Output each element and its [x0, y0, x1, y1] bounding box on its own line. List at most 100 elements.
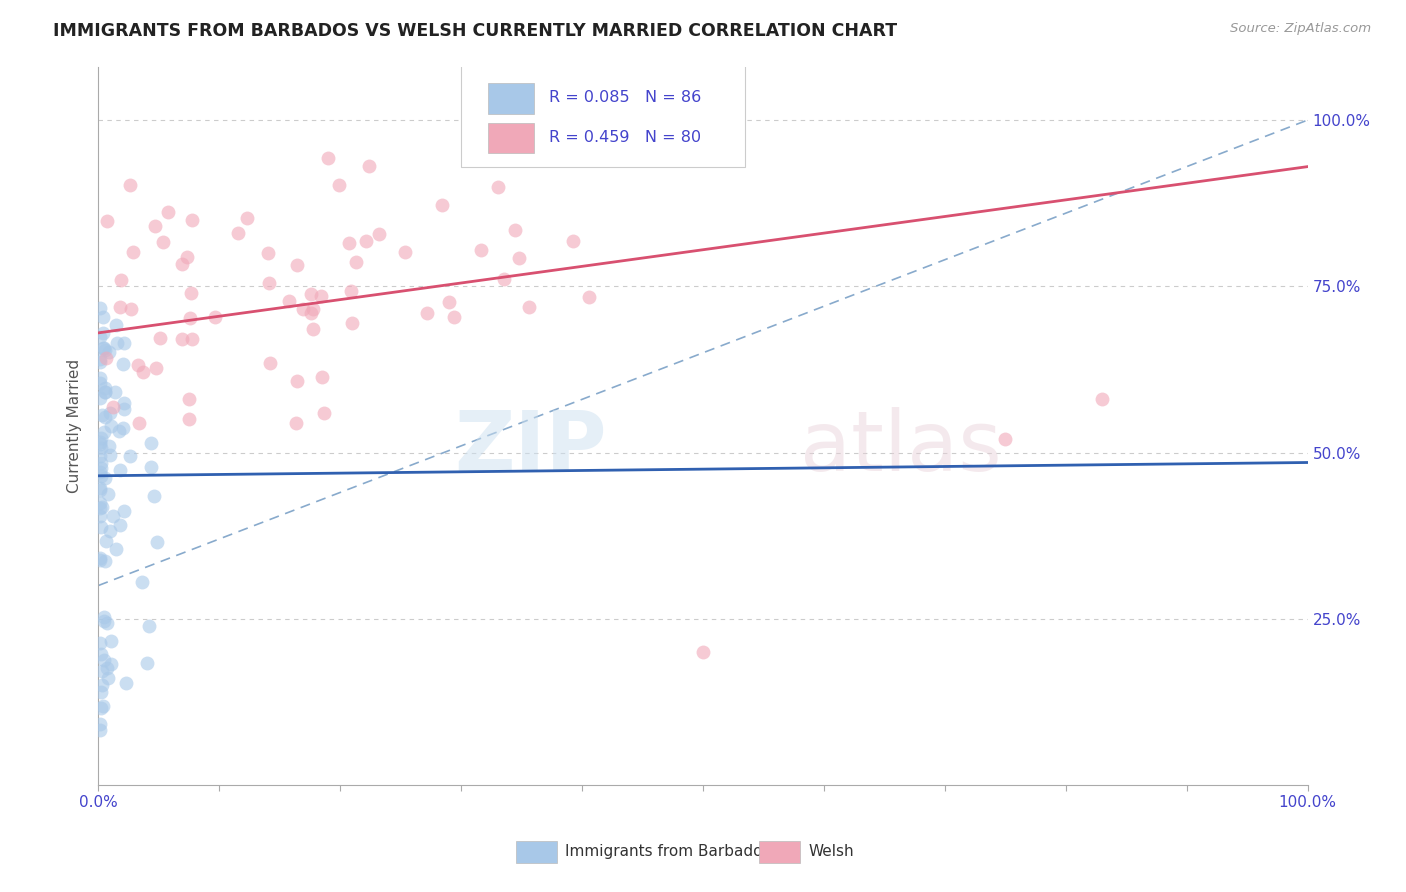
Point [136, 656, 159, 670]
Point [170, 333, 193, 347]
Point [98, 449, 121, 463]
Point [89, 391, 111, 405]
Point [692, 645, 714, 659]
Point [91, 326, 114, 341]
Point [89, 376, 111, 390]
FancyBboxPatch shape [516, 841, 557, 863]
Point [180, 332, 202, 346]
Point [145, 361, 167, 376]
Text: ZIP: ZIP [454, 407, 606, 488]
Point [94, 410, 117, 425]
Point [89, 509, 111, 524]
Point [443, 310, 465, 324]
Point [90, 469, 112, 483]
Point [104, 384, 127, 399]
Point [89, 355, 111, 369]
Point [257, 246, 280, 260]
Point [89, 550, 111, 565]
Point [170, 257, 193, 271]
Point [285, 374, 308, 388]
Point [562, 234, 585, 248]
Point [105, 541, 128, 556]
Point [180, 285, 202, 300]
Point [114, 336, 136, 351]
Point [90, 685, 112, 699]
Point [93, 610, 115, 624]
Point [89, 553, 111, 567]
Point [90, 461, 112, 475]
Point [90, 677, 112, 691]
Point [437, 295, 460, 310]
Point [517, 300, 540, 314]
Text: Welsh: Welsh [808, 844, 853, 859]
Point [108, 518, 131, 533]
Point [94, 385, 117, 400]
Point [299, 286, 322, 301]
Text: Immigrants from Barbados: Immigrants from Barbados [565, 844, 770, 859]
Text: R = 0.459   N = 80: R = 0.459 N = 80 [550, 129, 702, 145]
Point [89, 717, 111, 731]
Point [994, 432, 1017, 446]
Point [97, 487, 120, 501]
Point [143, 219, 166, 233]
Point [122, 244, 145, 259]
Point [578, 290, 600, 304]
Point [98, 524, 121, 538]
Point [111, 357, 134, 371]
Point [112, 396, 135, 410]
Point [309, 289, 332, 303]
Point [89, 449, 111, 463]
Point [314, 406, 336, 420]
Point [299, 306, 322, 320]
Point [112, 402, 135, 417]
Point [115, 676, 138, 690]
Point [367, 227, 389, 242]
Point [204, 310, 226, 324]
Point [139, 459, 162, 474]
Point [100, 657, 122, 672]
Point [316, 151, 339, 165]
Point [354, 234, 377, 248]
Point [90, 408, 112, 422]
Point [179, 311, 201, 326]
Point [127, 358, 149, 372]
Point [98, 345, 121, 359]
Point [494, 272, 516, 286]
Point [470, 243, 492, 257]
Point [110, 273, 132, 287]
Point [340, 284, 363, 298]
Point [94, 385, 117, 400]
Point [89, 330, 111, 344]
Point [328, 178, 350, 193]
Point [89, 496, 111, 510]
Point [301, 322, 323, 336]
Point [90, 500, 112, 514]
Point [91, 310, 114, 324]
Point [103, 401, 125, 415]
FancyBboxPatch shape [488, 84, 534, 113]
Point [94, 343, 117, 358]
Point [176, 250, 198, 264]
Point [90, 520, 112, 534]
Point [145, 534, 167, 549]
Point [94, 351, 117, 366]
Point [339, 235, 361, 250]
Y-axis label: Currently Married: Currently Married [67, 359, 83, 493]
Point [104, 318, 127, 332]
Point [120, 301, 142, 316]
Point [90, 431, 112, 445]
Point [311, 370, 333, 384]
Point [152, 235, 174, 249]
Text: R = 0.085   N = 86: R = 0.085 N = 86 [550, 90, 702, 105]
Point [94, 381, 117, 395]
Point [93, 341, 115, 355]
Point [226, 226, 249, 240]
Point [89, 636, 111, 650]
Point [105, 335, 128, 350]
Point [107, 424, 129, 438]
Point [97, 439, 120, 453]
Point [508, 251, 530, 265]
Point [93, 653, 115, 667]
Point [89, 436, 111, 450]
Text: Source: ZipAtlas.com: Source: ZipAtlas.com [1230, 22, 1371, 36]
